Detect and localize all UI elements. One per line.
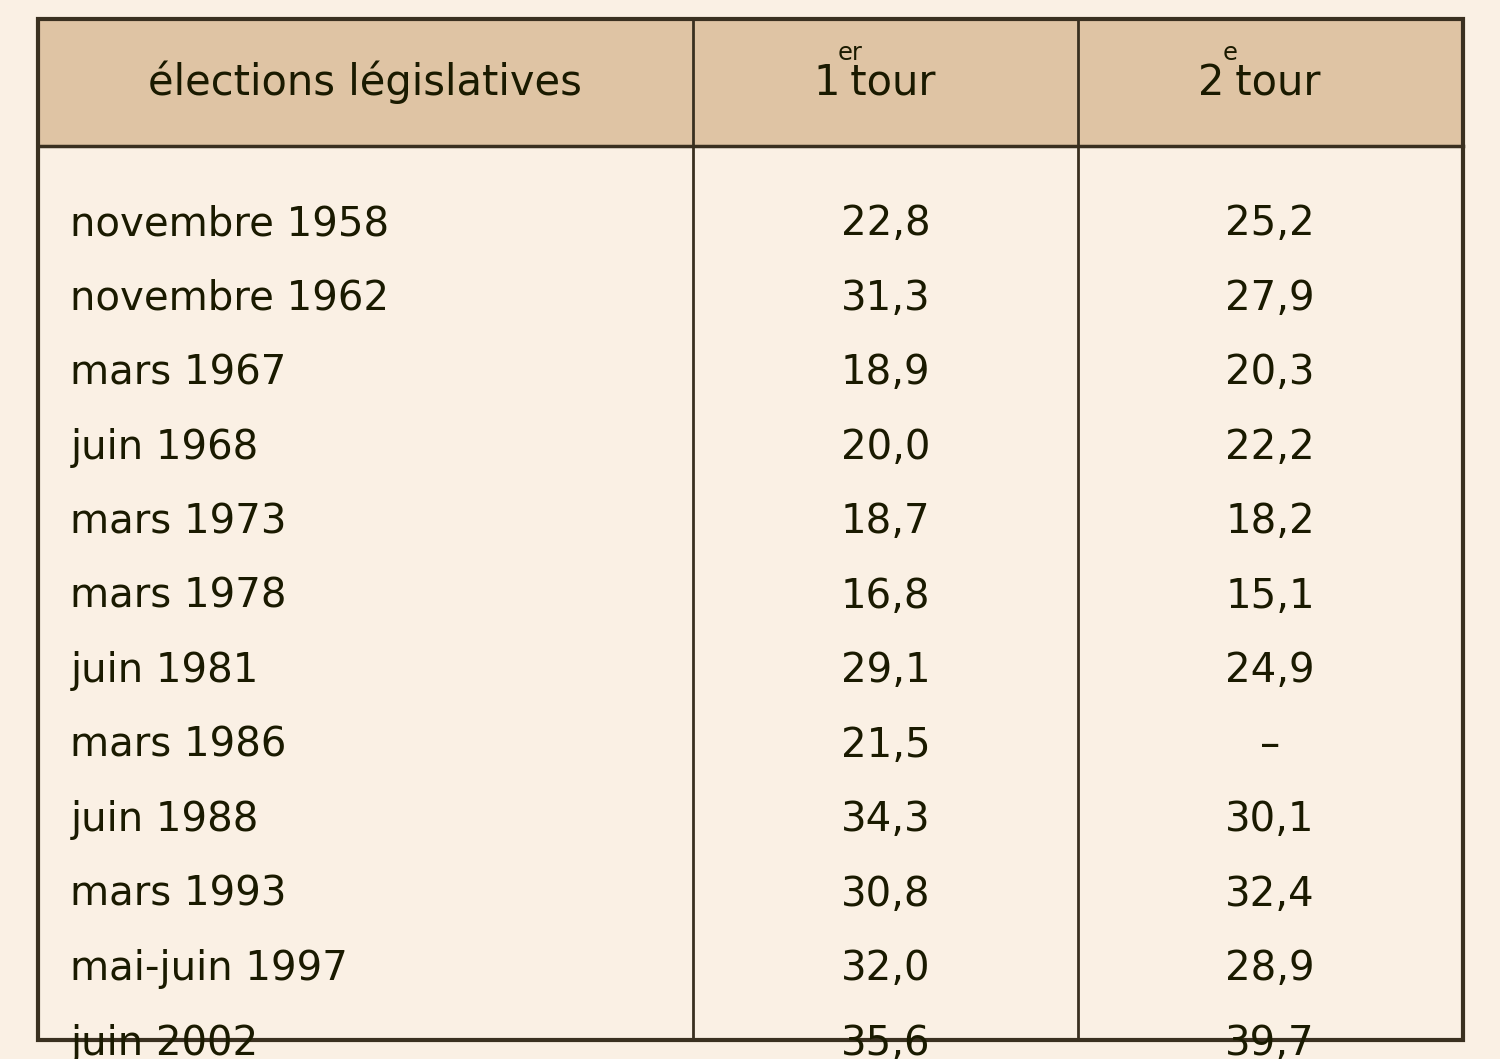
Text: juin 2002: juin 2002 (70, 1024, 258, 1059)
Text: 29,1: 29,1 (840, 651, 930, 692)
Text: 1: 1 (813, 61, 840, 104)
Text: 15,1: 15,1 (1226, 577, 1316, 616)
Text: novembre 1958: novembre 1958 (70, 204, 390, 245)
Text: mars 1967: mars 1967 (70, 354, 286, 393)
Text: 22,8: 22,8 (840, 204, 930, 245)
Text: mai-juin 1997: mai-juin 1997 (70, 949, 348, 989)
Text: 21,5: 21,5 (840, 725, 930, 766)
Text: 22,2: 22,2 (1226, 428, 1316, 468)
Text: 32,4: 32,4 (1226, 875, 1316, 915)
Text: 18,2: 18,2 (1226, 502, 1316, 542)
Bar (38, 19, 1462, 146)
Text: er: er (837, 41, 862, 65)
Text: 34,3: 34,3 (840, 801, 930, 840)
Text: 30,8: 30,8 (840, 875, 930, 915)
Text: mars 1978: mars 1978 (70, 577, 286, 616)
Text: 20,0: 20,0 (840, 428, 930, 468)
Text: novembre 1962: novembre 1962 (70, 279, 390, 319)
Text: juin 1988: juin 1988 (70, 801, 260, 840)
Text: 24,9: 24,9 (1226, 651, 1316, 692)
Text: 18,9: 18,9 (840, 354, 930, 393)
Text: e: e (1222, 41, 1238, 65)
Bar (38, 146, 1462, 1040)
Text: 20,3: 20,3 (1226, 354, 1316, 393)
Text: 35,6: 35,6 (840, 1024, 930, 1059)
Text: tour: tour (1222, 61, 1320, 104)
Text: 39,7: 39,7 (1226, 1024, 1316, 1059)
Text: –: – (1260, 725, 1280, 766)
Text: mars 1986: mars 1986 (70, 725, 286, 766)
Text: 18,7: 18,7 (840, 502, 930, 542)
Text: tour: tour (837, 61, 936, 104)
Text: 28,9: 28,9 (1226, 949, 1316, 989)
Text: 25,2: 25,2 (1226, 204, 1316, 245)
Text: juin 1981: juin 1981 (70, 651, 260, 692)
Text: 32,0: 32,0 (840, 949, 930, 989)
Text: juin 1968: juin 1968 (70, 428, 258, 468)
Text: élections législatives: élections législatives (148, 60, 582, 105)
Text: 2: 2 (1198, 61, 1224, 104)
Text: mars 1973: mars 1973 (70, 502, 286, 542)
Text: 16,8: 16,8 (840, 577, 930, 616)
Text: mars 1993: mars 1993 (70, 875, 286, 915)
Text: 31,3: 31,3 (840, 279, 930, 319)
Text: 30,1: 30,1 (1226, 801, 1316, 840)
Text: 27,9: 27,9 (1226, 279, 1316, 319)
